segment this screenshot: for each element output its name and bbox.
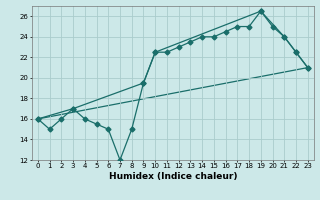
X-axis label: Humidex (Indice chaleur): Humidex (Indice chaleur) [108, 172, 237, 181]
